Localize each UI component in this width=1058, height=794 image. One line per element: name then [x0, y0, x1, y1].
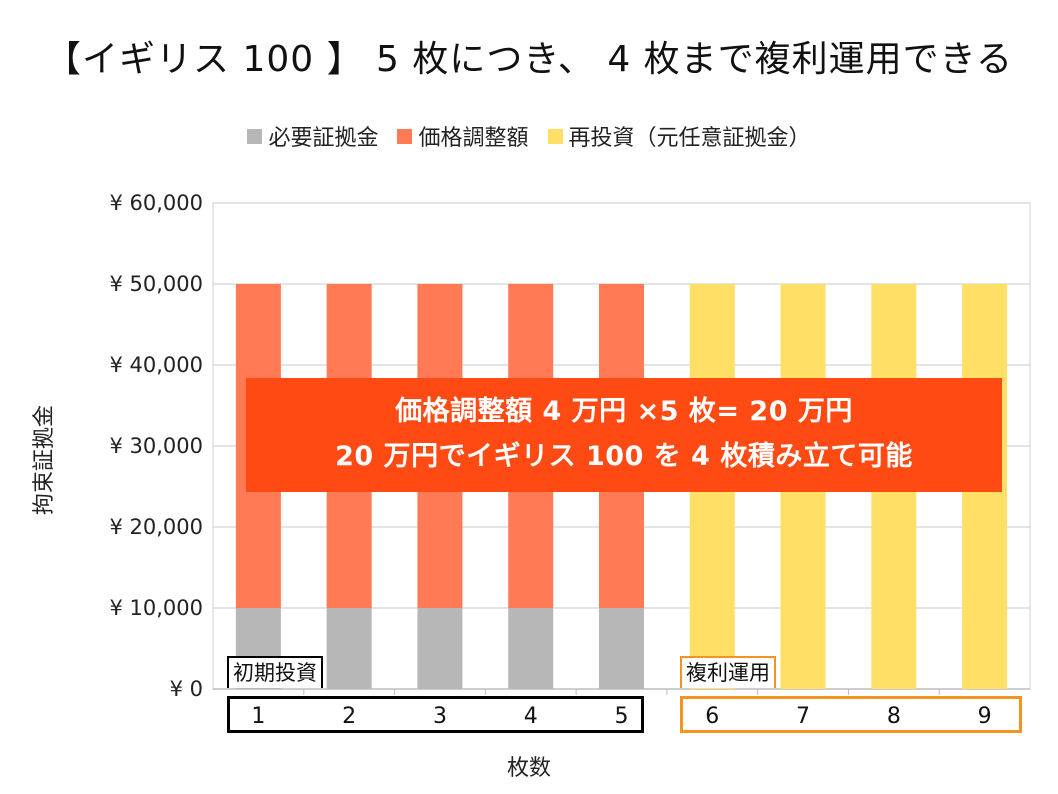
y-tick-label: ¥ 60,000: [109, 191, 203, 215]
group-label-initial: 初期投資: [227, 656, 323, 688]
legend-item-reinvest: 再投資（元任意証拠金）: [547, 120, 811, 152]
legend-swatch-reinvest: [547, 128, 563, 144]
group-box-compound: [680, 696, 1022, 733]
bar-margin-4: [508, 608, 554, 689]
legend-label-adjustment: 価格調整額: [418, 126, 529, 151]
x-tick-label: 4: [524, 704, 538, 729]
x-tick-label: 3: [433, 704, 447, 729]
x-tick-label: 9: [978, 704, 992, 729]
x-tick-label: 8: [887, 704, 901, 729]
bar-margin-5: [599, 608, 644, 689]
y-tick-label: ¥ 40,000: [109, 353, 203, 377]
group-box-initial: [227, 696, 644, 733]
y-axis-label: 拘束証拠金: [32, 404, 57, 516]
annotation-line-2: 20 万円でイギリス 100 を 4 枚積み立て可能: [335, 441, 913, 472]
x-tick-label: 2: [342, 704, 356, 729]
chart-title: 【イギリス 100 】 5 枚につき、 4 枚まで複利運用できる: [45, 39, 1013, 80]
x-tick-label: 6: [705, 704, 719, 729]
legend-item-adjustment: 価格調整額: [397, 120, 529, 152]
y-tick-label: ¥ 20,000: [109, 515, 203, 539]
bar-margin-2: [326, 608, 372, 689]
x-axis-label: 枚数: [506, 756, 551, 781]
x-tick-label: 5: [615, 704, 629, 729]
legend-label-reinvest: 再投資（元任意証拠金）: [568, 126, 811, 151]
bar-margin-3: [417, 608, 463, 689]
y-tick-label: ¥ 10,000: [109, 596, 203, 620]
x-tick-label: 1: [251, 704, 265, 729]
group-label-compound: 複利運用: [680, 656, 776, 688]
y-tick-label: ¥ 50,000: [109, 272, 203, 296]
legend: 必要証拠金 価格調整額 再投資（元任意証拠金）: [0, 120, 1058, 152]
x-tick-label: 7: [796, 704, 810, 729]
y-tick-label: ¥ 30,000: [109, 434, 203, 458]
legend-swatch-adjustment: [397, 128, 413, 144]
annotation-banner: 価格調整額 4 万円 ×5 枚= 20 万円 20 万円でイギリス 100 を …: [246, 378, 1002, 492]
legend-swatch-margin: [247, 128, 263, 144]
legend-item-margin: 必要証拠金: [247, 120, 378, 152]
y-tick-label: ¥ 0: [170, 677, 203, 701]
annotation-line-1: 価格調整額 4 万円 ×5 枚= 20 万円: [395, 396, 853, 428]
legend-label-margin: 必要証拠金: [268, 126, 379, 151]
